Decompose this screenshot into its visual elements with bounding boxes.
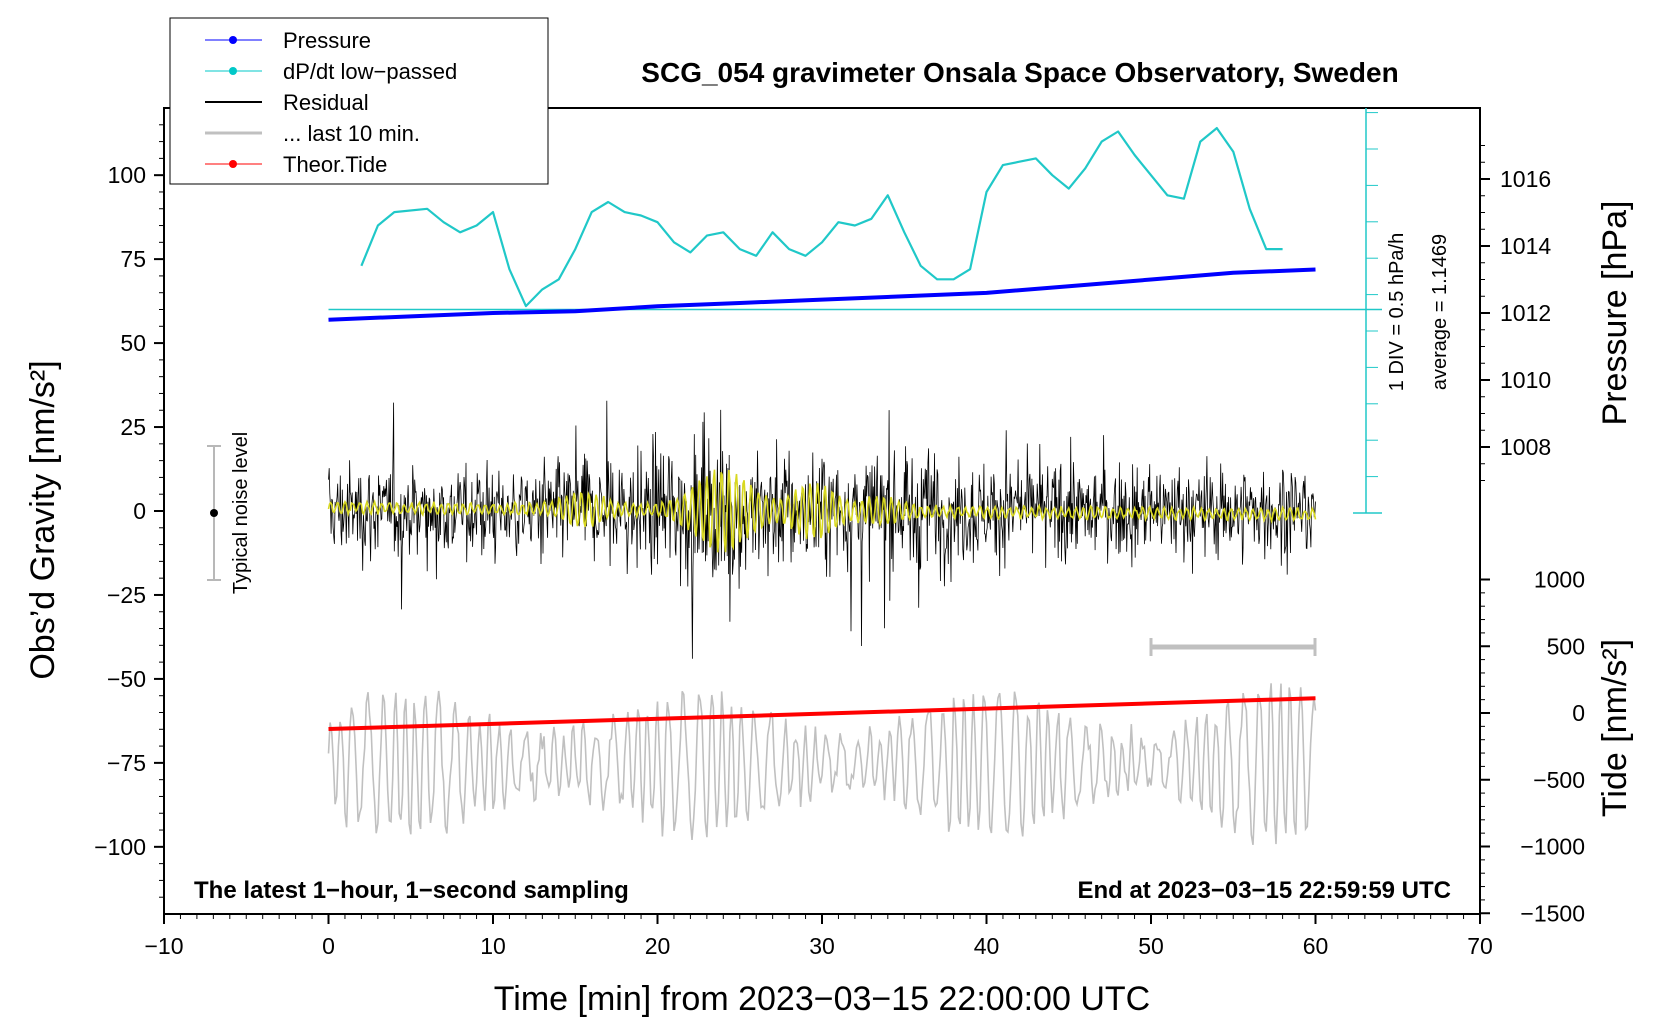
- left-tick-label: −100: [94, 834, 146, 860]
- legend-marker: [229, 160, 237, 168]
- dpdt-series: [360, 127, 1283, 308]
- pressure-series: [328, 267, 1316, 322]
- left-tick-label: 0: [133, 498, 146, 524]
- x-tick-label: 70: [1467, 933, 1493, 959]
- dpdt-scale-bar: [328, 108, 1382, 514]
- left-tick-label: 75: [120, 246, 146, 272]
- y-axis-label-pressure: Pressure [hPa]: [1596, 201, 1634, 426]
- tide-tick-label: −1500: [1520, 900, 1585, 926]
- pressure-tick-label: 1014: [1500, 233, 1551, 259]
- tide-tick-label: −500: [1533, 767, 1585, 793]
- left-tick-label: 50: [120, 330, 146, 356]
- pressure-tick-label: 1008: [1500, 434, 1551, 460]
- pressure-line: [328, 267, 1316, 322]
- x-axis-ticks: −10 0 10 20 30 40 50 60 70: [144, 914, 1493, 959]
- pressure-tick-label: 1016: [1500, 166, 1551, 192]
- x-tick-label: 20: [645, 933, 671, 959]
- x-tick-label: 40: [974, 933, 1000, 959]
- chart-title: SCG_054 gravimeter Onsala Space Observat…: [641, 57, 1398, 88]
- tide-tick-label: 500: [1547, 633, 1585, 659]
- left-tick-label: 100: [108, 162, 146, 188]
- x-tick-label: 30: [809, 933, 835, 959]
- x-axis-label: Time [min] from 2023−03−15 22:00:00 UTC: [494, 980, 1150, 1018]
- legend-marker: [229, 67, 237, 75]
- left-tick-label: −50: [107, 666, 146, 692]
- legend-label: Residual: [283, 90, 369, 115]
- y-axis-label-left: Obs’d Gravity [nm/s²]: [24, 360, 62, 679]
- legend-label: dP/dt low−passed: [283, 59, 457, 84]
- legend: Pressure dP/dt low−passed Residual ... last…: [169, 17, 549, 185]
- x-tick-label: −10: [144, 933, 183, 959]
- x-tick-label: 10: [480, 933, 506, 959]
- noise-level-indicator: [207, 445, 221, 581]
- residual-line: [328, 400, 1316, 659]
- smoothed-line: [327, 469, 1317, 553]
- left-tick-label: −75: [107, 750, 146, 776]
- residual-smoothed-trace: [327, 469, 1317, 553]
- dpdt-average-label: average = 1.1469: [1429, 234, 1451, 390]
- tide-tick-label: 1000: [1534, 567, 1585, 593]
- tide-tick-label: 0: [1572, 700, 1585, 726]
- bottom-right-caption: End at 2023−03−15 22:59:59 UTC: [1077, 877, 1451, 904]
- dpdt-line: [360, 127, 1283, 308]
- left-tick-label: −25: [107, 582, 146, 608]
- noise-level-label: Typical noise level: [230, 432, 252, 594]
- legend-marker: [229, 36, 237, 44]
- pressure-tick-label: 1010: [1500, 367, 1551, 393]
- residual-trace: [328, 400, 1316, 659]
- legend-label: Theor.Tide: [283, 152, 387, 177]
- x-tick-label: 50: [1138, 933, 1164, 959]
- x-tick-label: 0: [322, 933, 335, 959]
- dpdt-div-label: 1 DIV = 0.5 hPa/h: [1386, 233, 1408, 391]
- left-axis-ticks: 100 75 50 25 0 −25 −50 −75 −100: [94, 124, 164, 898]
- last10-line: [327, 683, 1317, 846]
- pressure-tick-label: 1012: [1500, 300, 1551, 326]
- tide-line: [328, 696, 1316, 731]
- last-10-min-trace: [327, 683, 1317, 846]
- pressure-axis-ticks: 1016 1014 1012 1010 1008: [1480, 145, 1551, 481]
- tide-axis-ticks: 1000 500 0 −500 −1000 −1500: [1480, 567, 1585, 926]
- legend-label: ... last 10 min.: [283, 121, 420, 146]
- x-tick-label: 60: [1303, 933, 1329, 959]
- last-10-min-bar: [1149, 638, 1317, 656]
- left-tick-label: 25: [120, 414, 146, 440]
- y-axis-label-tide: Tide [nm/s²]: [1596, 639, 1634, 817]
- tide-tick-label: −1000: [1520, 834, 1585, 860]
- tide-series: [328, 696, 1316, 731]
- legend-label: Pressure: [283, 28, 371, 53]
- bottom-left-caption: The latest 1−hour, 1−second sampling: [194, 877, 629, 904]
